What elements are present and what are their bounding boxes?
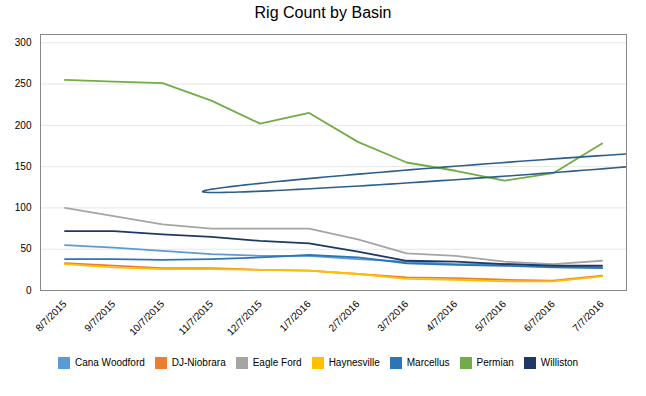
svg-text:5/7/2016: 5/7/2016 bbox=[473, 298, 509, 334]
html-text:Haynesville: Haynesville bbox=[328, 357, 380, 368]
html-text:Marcellus: Marcellus bbox=[406, 357, 450, 368]
svg-text:200: 200 bbox=[15, 120, 32, 131]
html-text:Permian: Permian bbox=[476, 357, 514, 368]
svg-text:4/7/2016: 4/7/2016 bbox=[424, 298, 460, 334]
svg-text:100: 100 bbox=[15, 202, 32, 213]
svg-text:1/7/2016: 1/7/2016 bbox=[277, 298, 313, 334]
svg-text:300: 300 bbox=[15, 37, 32, 48]
svg-text:3/7/2016: 3/7/2016 bbox=[375, 298, 411, 334]
svg-text:50: 50 bbox=[20, 243, 32, 254]
svg-text:8/7/2015: 8/7/2015 bbox=[33, 298, 69, 334]
svg-text:11/7/2015: 11/7/2015 bbox=[176, 298, 215, 337]
svg-text:150: 150 bbox=[15, 161, 32, 172]
svg-text:9/7/2015: 9/7/2015 bbox=[82, 298, 118, 334]
svg-text:250: 250 bbox=[15, 78, 32, 89]
svg-text:0: 0 bbox=[26, 285, 32, 296]
html-text:Williston: Williston bbox=[540, 357, 578, 368]
svg-text:6/7/2016: 6/7/2016 bbox=[522, 298, 558, 334]
svg-text:2/7/2016: 2/7/2016 bbox=[326, 298, 362, 334]
svg-text:10/7/2015: 10/7/2015 bbox=[127, 298, 167, 338]
html-text:Cana Woodford: Cana Woodford bbox=[74, 357, 145, 368]
svg-text:7/7/2016: 7/7/2016 bbox=[570, 298, 606, 334]
html-text:Rig Count by Basin: Rig Count by Basin bbox=[254, 4, 392, 21]
html-text:Eagle Ford: Eagle Ford bbox=[252, 357, 302, 368]
svg-text:12/7/2015: 12/7/2015 bbox=[225, 298, 265, 338]
html-text:DJ-Niobrara: DJ-Niobrara bbox=[171, 357, 226, 368]
